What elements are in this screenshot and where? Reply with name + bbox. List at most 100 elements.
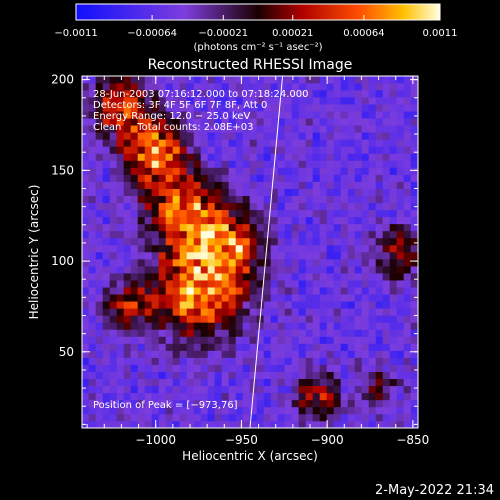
- heatmap-cell: [326, 188, 335, 196]
- heatmap-cell: [389, 188, 398, 196]
- heatmap-cell: [130, 188, 139, 196]
- heatmap-cell: [193, 272, 202, 281]
- heatmap-cell: [200, 76, 209, 84]
- heatmap-cell: [340, 265, 349, 274]
- heatmap-cell: [249, 117, 258, 126]
- heatmap-cell: [396, 110, 405, 119]
- heatmap-cell: [179, 413, 188, 422]
- heatmap-cell: [214, 167, 223, 175]
- heatmap-cell: [382, 300, 391, 309]
- heatmap-cell: [193, 406, 202, 415]
- heatmap-cell: [179, 343, 188, 351]
- heatmap-cell: [165, 244, 174, 253]
- heatmap-cell: [410, 110, 418, 119]
- heatmap-cell: [375, 124, 384, 133]
- heatmap-cell: [116, 174, 125, 182]
- heatmap-cell: [256, 364, 265, 372]
- heatmap-cell: [242, 139, 251, 147]
- heatmap-cell: [256, 357, 265, 365]
- heatmap-cell: [82, 209, 90, 218]
- heatmap-cell: [277, 336, 286, 344]
- heatmap-cell: [130, 96, 139, 105]
- heatmap-cell: [284, 350, 293, 358]
- x-axis-label: Heliocentric X (arcsec): [182, 449, 318, 463]
- heatmap-cell: [403, 413, 412, 422]
- heatmap-cell: [354, 420, 363, 428]
- heatmap-cell: [298, 237, 307, 246]
- heatmap-cell: [82, 117, 90, 126]
- heatmap-cell: [319, 392, 328, 401]
- heatmap-cell: [396, 202, 405, 211]
- heatmap-cell: [109, 378, 118, 387]
- heatmap-cell: [88, 272, 97, 281]
- heatmap-cell: [368, 258, 377, 267]
- heatmap-cell: [403, 103, 412, 112]
- heatmap-cell: [347, 308, 356, 316]
- heatmap-cell: [130, 139, 139, 147]
- heatmap-cell: [109, 315, 118, 323]
- heatmap-cell: [186, 399, 195, 408]
- heatmap-cell: [102, 272, 111, 281]
- heatmap-cell: [361, 174, 370, 182]
- heatmap-cell: [172, 293, 181, 302]
- heatmap-cell: [284, 202, 293, 211]
- heatmap-cell: [130, 244, 139, 253]
- heatmap-cell: [172, 350, 181, 358]
- heatmap-cell: [319, 364, 328, 372]
- heatmap-cell: [172, 195, 181, 204]
- heatmap-cell: [186, 286, 195, 295]
- heatmap-cell: [263, 251, 272, 260]
- heatmap-cell: [172, 230, 181, 239]
- heatmap-cell: [403, 223, 412, 232]
- heatmap-cell: [382, 371, 391, 380]
- heatmap-cell: [151, 336, 160, 344]
- heatmap-cell: [130, 76, 139, 84]
- heatmap-cell: [102, 315, 111, 323]
- heatmap-cell: [207, 153, 216, 161]
- heatmap-cell: [151, 146, 160, 154]
- heatmap-cell: [123, 420, 132, 428]
- heatmap-cell: [410, 96, 418, 105]
- heatmap-cell: [165, 110, 174, 119]
- heatmap-cell: [165, 286, 174, 295]
- heatmap-cell: [389, 385, 398, 394]
- heatmap-cell: [158, 110, 167, 119]
- heatmap-cell: [396, 195, 405, 204]
- heatmap-cell: [361, 117, 370, 126]
- heatmap-cell: [256, 392, 265, 401]
- heatmap-cell: [214, 110, 223, 119]
- heatmap-cell: [312, 230, 321, 239]
- heatmap-cell: [312, 188, 321, 196]
- heatmap-cell: [305, 286, 314, 295]
- heatmap-cell: [88, 385, 97, 394]
- heatmap-cell: [130, 378, 139, 387]
- heatmap-cell: [137, 406, 146, 415]
- heatmap-cell: [144, 216, 153, 225]
- heatmap-cell: [179, 237, 188, 246]
- heatmap-cell: [158, 406, 167, 415]
- heatmap-cell: [298, 272, 307, 281]
- heatmap-cell: [368, 286, 377, 295]
- heatmap-cell: [228, 96, 237, 105]
- heatmap-cell: [277, 343, 286, 351]
- heatmap-cell: [284, 237, 293, 246]
- heatmap-cell: [326, 110, 335, 119]
- heatmap-cell: [214, 244, 223, 253]
- heatmap-cell: [249, 96, 258, 105]
- heatmap-cell: [242, 117, 251, 126]
- heatmap-cell: [382, 82, 391, 91]
- heatmap-cell: [109, 146, 118, 154]
- heatmap-cell: [151, 272, 160, 281]
- heatmap-cell: [298, 399, 307, 408]
- heatmap-cell: [193, 223, 202, 232]
- heatmap-cell: [291, 385, 300, 394]
- heatmap-cell: [186, 237, 195, 246]
- heatmap-cell: [95, 167, 104, 175]
- heatmap-cell: [221, 244, 230, 253]
- heatmap-cell: [410, 265, 418, 274]
- heatmap-cell: [151, 258, 160, 267]
- heatmap-cell: [221, 406, 230, 415]
- heatmap-cell: [123, 153, 132, 161]
- heatmap-cell: [312, 146, 321, 154]
- heatmap-cell: [368, 399, 377, 408]
